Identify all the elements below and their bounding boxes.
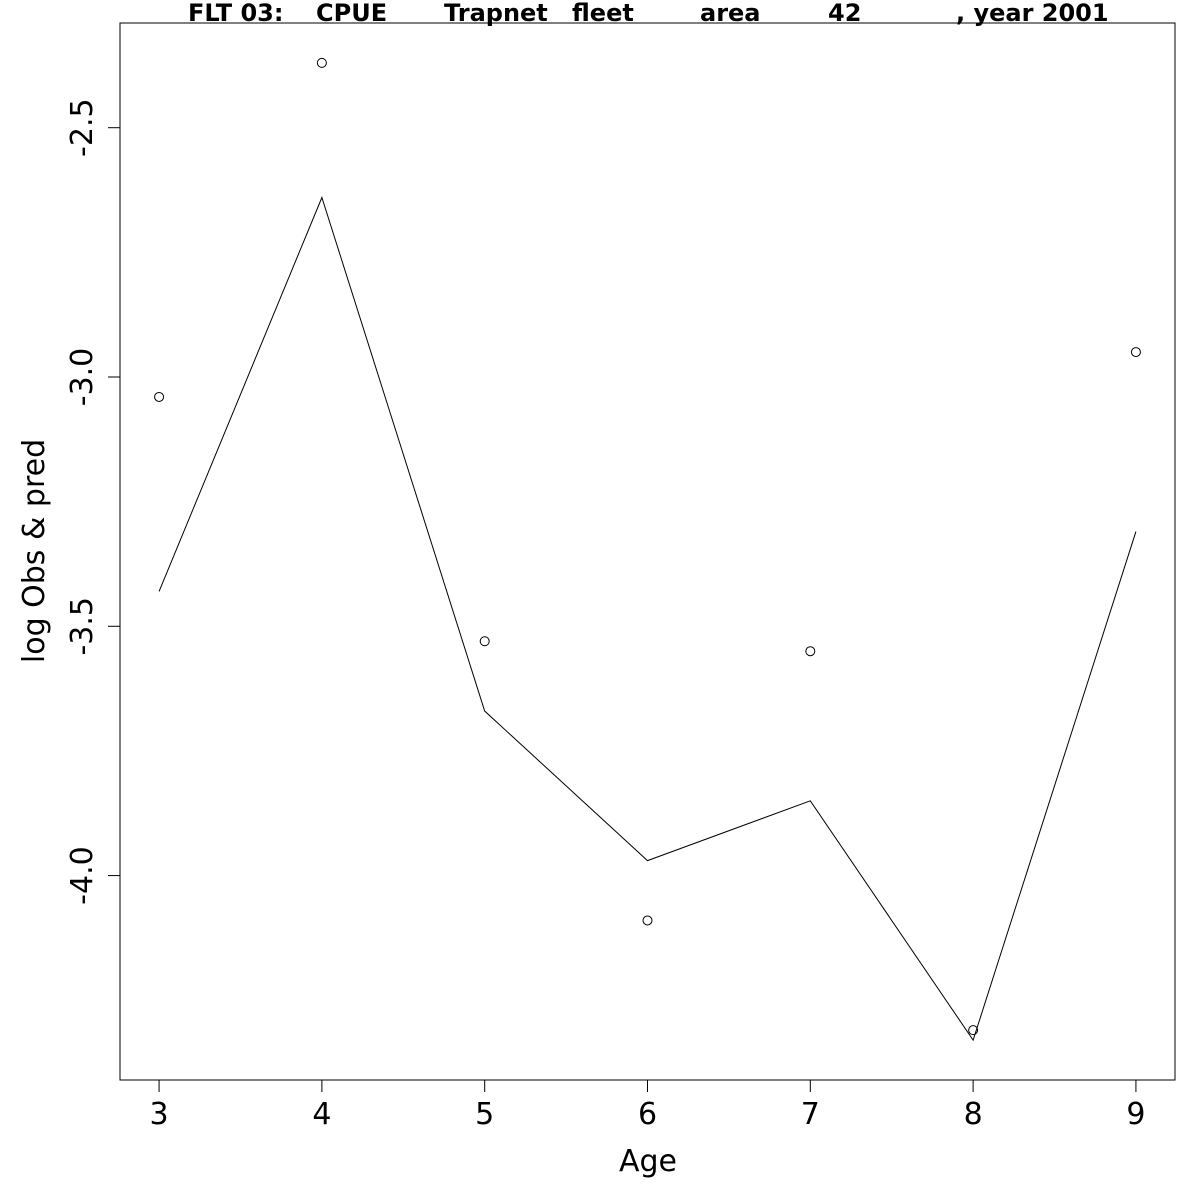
observed-point — [642, 915, 653, 926]
x-axis-title: Age — [619, 1144, 677, 1179]
observed-point — [479, 636, 490, 647]
observed-point — [805, 646, 816, 657]
x-tick-label: 3 — [150, 1097, 169, 1132]
x-axis: 3 4 5 6 7 8 9 — [150, 1080, 1145, 1132]
x-tick-label: 8 — [964, 1097, 983, 1132]
y-tick-label: -2.5 — [65, 98, 100, 157]
x-tick-label: 4 — [312, 1097, 331, 1132]
observed-point — [1130, 347, 1141, 358]
x-tick-label: 5 — [475, 1097, 494, 1132]
y-tick-label: -3.5 — [65, 597, 100, 656]
series-layer — [154, 57, 1141, 1042]
y-tick-label: -3.0 — [65, 348, 100, 407]
x-tick-label: 6 — [638, 1097, 657, 1132]
y-axis-title: log Obs & pred — [17, 439, 52, 663]
y-tick-label: -4.0 — [65, 846, 100, 905]
plot-frame — [119, 22, 1176, 1081]
observed-point — [316, 57, 327, 68]
y-axis: -4.0 -3.5 -3.0 -2.5 — [65, 98, 120, 905]
observed-point — [968, 1025, 979, 1036]
observed-point — [154, 391, 165, 402]
predicted-line — [158, 196, 1137, 1042]
x-tick-label: 9 — [1126, 1097, 1145, 1132]
x-tick-label: 7 — [801, 1097, 820, 1132]
